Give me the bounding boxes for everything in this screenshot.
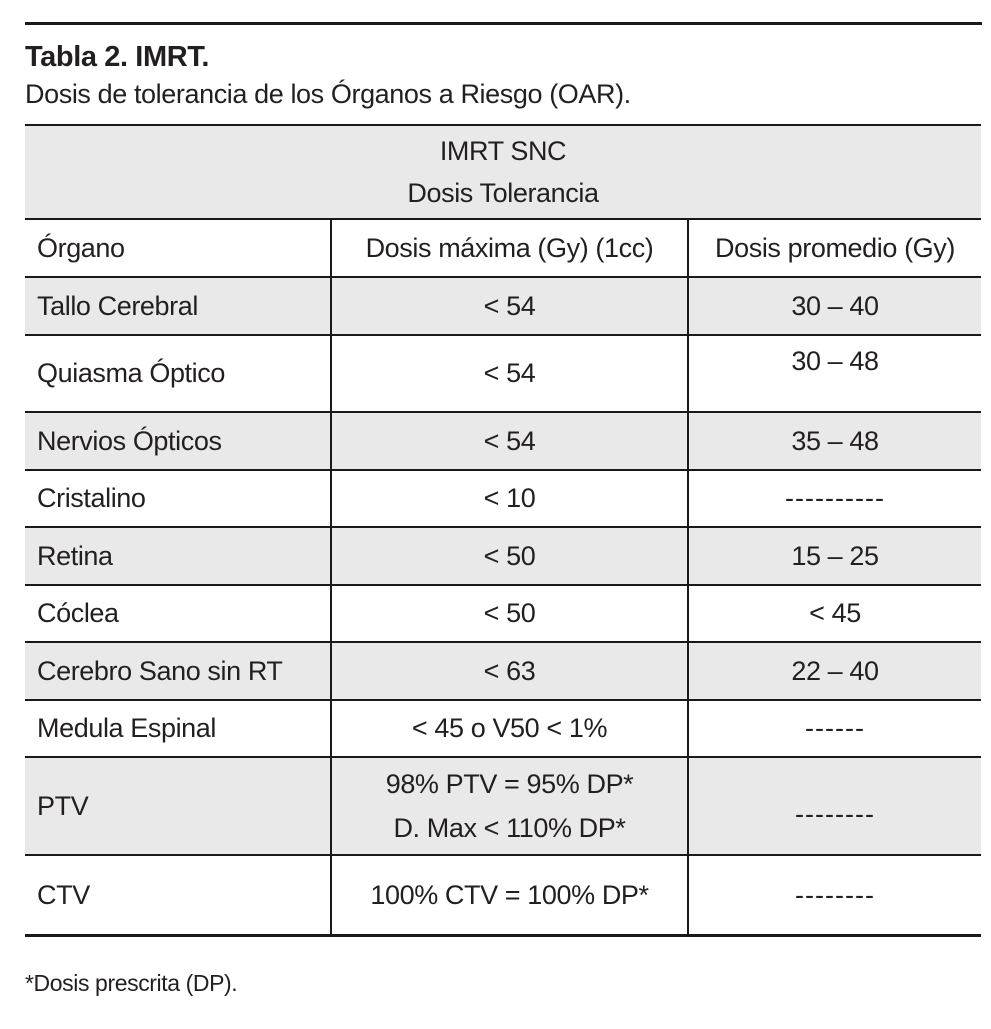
cell-dose-avg: 30 – 48 bbox=[687, 336, 981, 411]
cell-dose-max: 98% PTV = 95% DP* D. Max < 110% DP* bbox=[330, 758, 687, 854]
table-row: Quiasma Óptico < 54 30 – 48 bbox=[25, 336, 981, 413]
document-page: Tabla 2. IMRT. Dosis de tolerancia de lo… bbox=[0, 22, 991, 997]
cell-organ: Tallo Cerebral bbox=[37, 290, 198, 321]
merged-header-line1: IMRT SNC bbox=[439, 136, 567, 166]
cell-organ: Retina bbox=[37, 540, 113, 571]
cell-dose-max: < 54 bbox=[330, 336, 687, 411]
table-row: Cristalino < 10 ---------- bbox=[25, 471, 981, 528]
table-row: Medula Espinal < 45 o V50 < 1% ------ bbox=[25, 701, 981, 758]
table-row: Retina < 50 15 – 25 bbox=[25, 528, 981, 586]
table-footnote: *Dosis prescrita (DP). bbox=[25, 970, 238, 996]
cell-dose-avg: < 45 bbox=[687, 586, 981, 641]
cell-dose-max: 100% CTV = 100% DP* bbox=[330, 856, 687, 934]
cell-dose-max: < 50 bbox=[330, 586, 687, 641]
table-row: Cerebro Sano sin RT < 63 22 – 40 bbox=[25, 643, 981, 701]
table-row: PTV 98% PTV = 95% DP* D. Max < 110% DP* … bbox=[25, 758, 981, 856]
cell-dose-max: < 45 o V50 < 1% bbox=[330, 701, 687, 756]
cell-dose-max: < 63 bbox=[330, 643, 687, 699]
cell-organ: Cristalino bbox=[37, 483, 146, 513]
column-header-row: Órgano Dosis máxima (Gy) (1cc) Dosis pro… bbox=[25, 220, 981, 278]
tolerance-dose-table: IMRT SNC Dosis Tolerancia Órgano Dosis m… bbox=[25, 124, 981, 937]
cell-dose-max: < 50 bbox=[330, 528, 687, 584]
merged-header-line2: Dosis Tolerancia bbox=[407, 178, 599, 208]
cell-organ: Medula Espinal bbox=[37, 713, 217, 743]
table-title: Tabla 2. IMRT. bbox=[25, 41, 210, 73]
table-subtitle: Dosis de tolerancia de los Órganos a Rie… bbox=[25, 79, 631, 109]
cell-dose-avg: ---------- bbox=[687, 471, 981, 526]
cell-dose-max: < 54 bbox=[330, 413, 687, 469]
column-header-dose-avg: Dosis promedio (Gy) bbox=[687, 220, 981, 276]
cell-dose-avg: ------ bbox=[687, 701, 981, 756]
cell-organ: CTV bbox=[37, 879, 90, 910]
cell-organ: Cerebro Sano sin RT bbox=[37, 655, 283, 686]
cell-organ: PTV bbox=[37, 790, 89, 821]
cell-dose-avg: 15 – 25 bbox=[687, 528, 981, 584]
table-row: CTV 100% CTV = 100% DP* -------- bbox=[25, 856, 981, 934]
column-header-dose-max: Dosis máxima (Gy) (1cc) bbox=[330, 220, 687, 276]
cell-dose-avg: 22 – 40 bbox=[687, 643, 981, 699]
top-horizontal-rule bbox=[25, 22, 982, 25]
cell-organ: Nervios Ópticos bbox=[37, 425, 222, 456]
table-row: Nervios Ópticos < 54 35 – 48 bbox=[25, 413, 981, 471]
cell-dose-avg: 30 – 40 bbox=[687, 278, 981, 334]
column-header-organ: Órgano bbox=[37, 232, 125, 263]
table-row: Tallo Cerebral < 54 30 – 40 bbox=[25, 278, 981, 336]
cell-dose-avg: 35 – 48 bbox=[687, 413, 981, 469]
cell-dose-max: < 10 bbox=[330, 471, 687, 526]
table-merged-header: IMRT SNC Dosis Tolerancia bbox=[25, 126, 981, 220]
cell-dose-avg: -------- bbox=[687, 856, 981, 934]
cell-organ: Cóclea bbox=[37, 598, 119, 628]
cell-dose-max: < 54 bbox=[330, 278, 687, 334]
cell-dose-avg: -------- bbox=[687, 758, 981, 854]
table-row: Cóclea < 50 < 45 bbox=[25, 586, 981, 643]
cell-organ: Quiasma Óptico bbox=[37, 358, 225, 388]
